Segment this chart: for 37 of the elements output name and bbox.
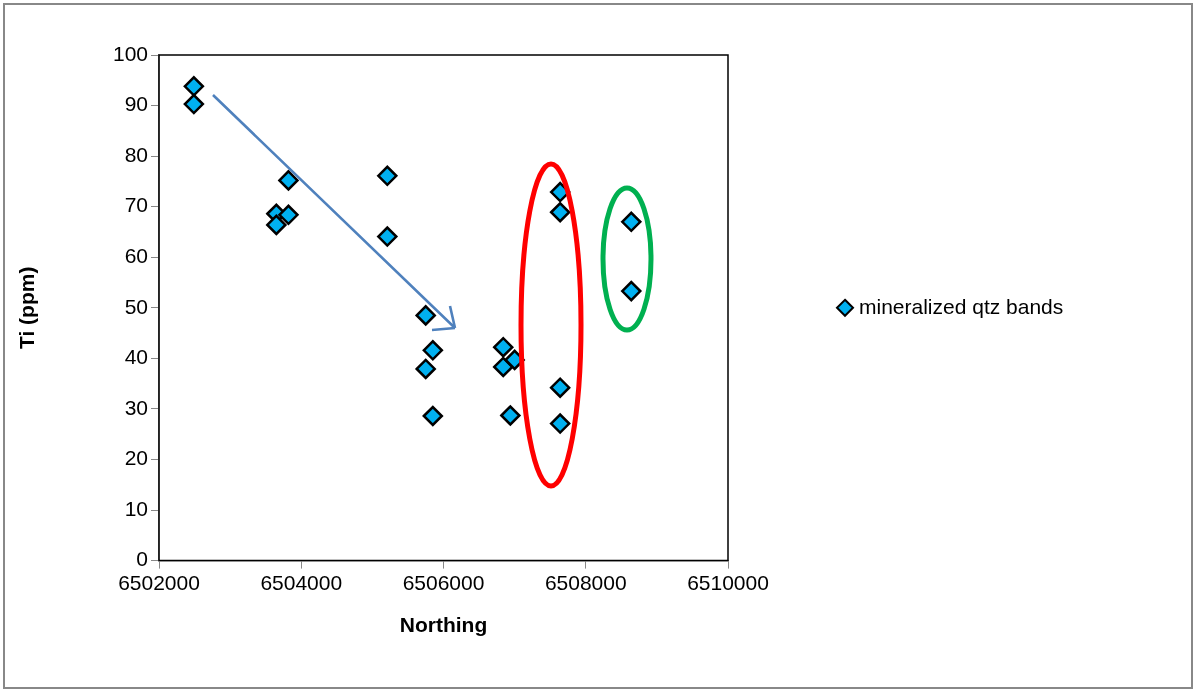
point [500,405,521,426]
point [621,280,642,302]
x-tick-label: 6506000 [402,571,485,594]
x-axis-title: Northing [399,613,488,637]
y-tick-label: 80 [124,142,148,166]
point [183,93,205,115]
point [266,214,287,236]
legend-label: mineralized qtz bands [859,294,1064,318]
y-tick-label: 50 [124,294,148,318]
point [422,340,444,361]
y-tick-label: 0 [136,547,148,571]
y-tick-label: 60 [124,244,148,268]
point [549,201,571,223]
y-tick-label: 90 [124,92,148,116]
y-tick-label: 40 [124,345,148,369]
point [493,336,514,358]
y-tick-label: 100 [112,41,148,65]
y-tick-label: 70 [124,193,148,217]
point [549,413,571,434]
point [415,305,436,326]
x-tick-label: 6502000 [118,571,200,594]
point [183,76,205,97]
y-tick-label: 10 [124,496,148,520]
x-tick-label: 6508000 [544,571,627,594]
x-tick-label: 6504000 [260,571,343,594]
y-tick-label: 20 [124,446,148,470]
x-tick-label: 6510000 [687,571,769,594]
point [278,170,299,191]
y-axis-title: Ti (ppm) [15,266,39,350]
point [377,165,398,187]
point [621,211,642,233]
point [549,377,571,398]
y-tick-label: 30 [124,395,148,419]
point [415,358,436,380]
point [422,405,444,427]
point [278,204,299,226]
point [377,226,398,247]
